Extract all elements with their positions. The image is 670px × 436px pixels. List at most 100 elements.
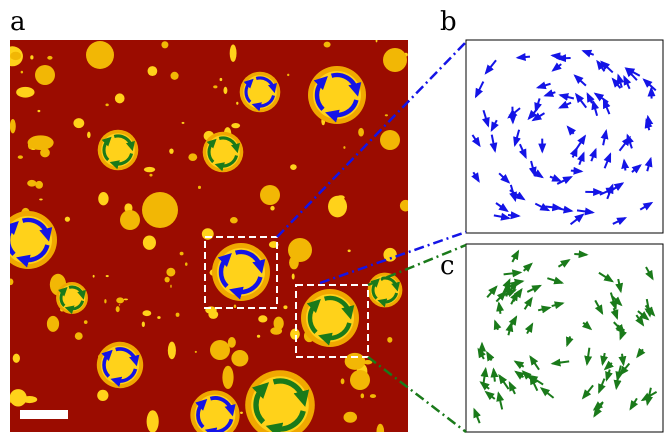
grain [287,74,289,77]
cluster [59,285,85,311]
grain [257,335,260,338]
cluster [101,133,135,167]
cluster [243,75,277,109]
grain [223,87,227,94]
grain [116,297,124,303]
grain [231,123,240,128]
grain [148,66,158,76]
grain [220,78,223,81]
grain [35,181,43,189]
cluster [306,294,354,342]
panel-label: c [440,251,455,281]
grain [260,185,280,205]
grain [147,410,159,433]
grain [149,174,152,177]
grain [144,167,155,172]
grain [180,252,184,256]
grain [142,310,151,316]
grain [324,42,331,48]
grain [115,93,125,103]
velocity-arrow [494,369,495,381]
velocity-arrow [508,215,519,216]
grain [47,56,52,60]
cluster [313,71,361,119]
grain [10,52,21,60]
grain [30,55,33,59]
grain [258,315,267,322]
grain [270,206,274,211]
velocity-arrow [574,254,586,255]
grain [104,299,106,303]
grain [28,141,33,149]
cluster [371,276,400,305]
grain [234,305,236,309]
grain [170,72,178,80]
grain [236,102,238,105]
grain [119,304,120,305]
grain [348,250,351,253]
grain [176,313,180,317]
grain [165,277,170,283]
grain [222,366,233,389]
grain [98,192,108,205]
cluster [4,216,52,264]
grain [161,41,168,48]
grain [170,285,171,288]
grain [290,329,300,340]
grain [290,164,297,170]
grain [361,393,365,398]
grain [195,351,197,353]
panel-label: a [10,7,26,37]
grain [27,180,36,187]
grain [143,235,156,249]
grain [124,299,128,301]
grain [16,87,34,98]
grain [230,45,237,62]
cluster [251,376,309,434]
grain [86,41,114,69]
grain [47,316,59,332]
grain [97,390,108,401]
grain [166,268,175,277]
velocity-arrow [571,171,582,172]
grain [210,340,230,360]
grain [358,128,364,137]
grain [198,186,201,189]
velocity-arrow [552,55,561,56]
grain [22,396,37,403]
grain [168,342,176,360]
grain [65,217,70,222]
grain [40,148,50,157]
figure: a b c [0,0,670,436]
grain [185,262,188,266]
scale-bar [20,410,68,419]
grain [142,192,178,228]
grain [142,321,145,327]
grain [370,394,376,398]
grain [208,310,218,319]
grain [106,275,109,277]
grain [380,130,400,150]
inset-frame [466,40,663,233]
cluster [195,395,236,436]
velocity-arrow [624,161,625,171]
panel-label: b [440,7,457,37]
cluster [101,346,139,384]
grain [120,210,140,230]
velocity-arrow [558,58,571,59]
grain [387,337,392,343]
grain [337,195,345,199]
grain [8,279,14,286]
grain [328,196,347,218]
grain [13,354,20,363]
grain [383,48,407,72]
grain [350,370,370,390]
grain [376,39,378,43]
grain [343,146,345,149]
grain [182,122,185,124]
grain [18,155,23,159]
grain [400,200,411,212]
grain [73,118,84,128]
grain [105,104,108,107]
grain [188,153,197,161]
